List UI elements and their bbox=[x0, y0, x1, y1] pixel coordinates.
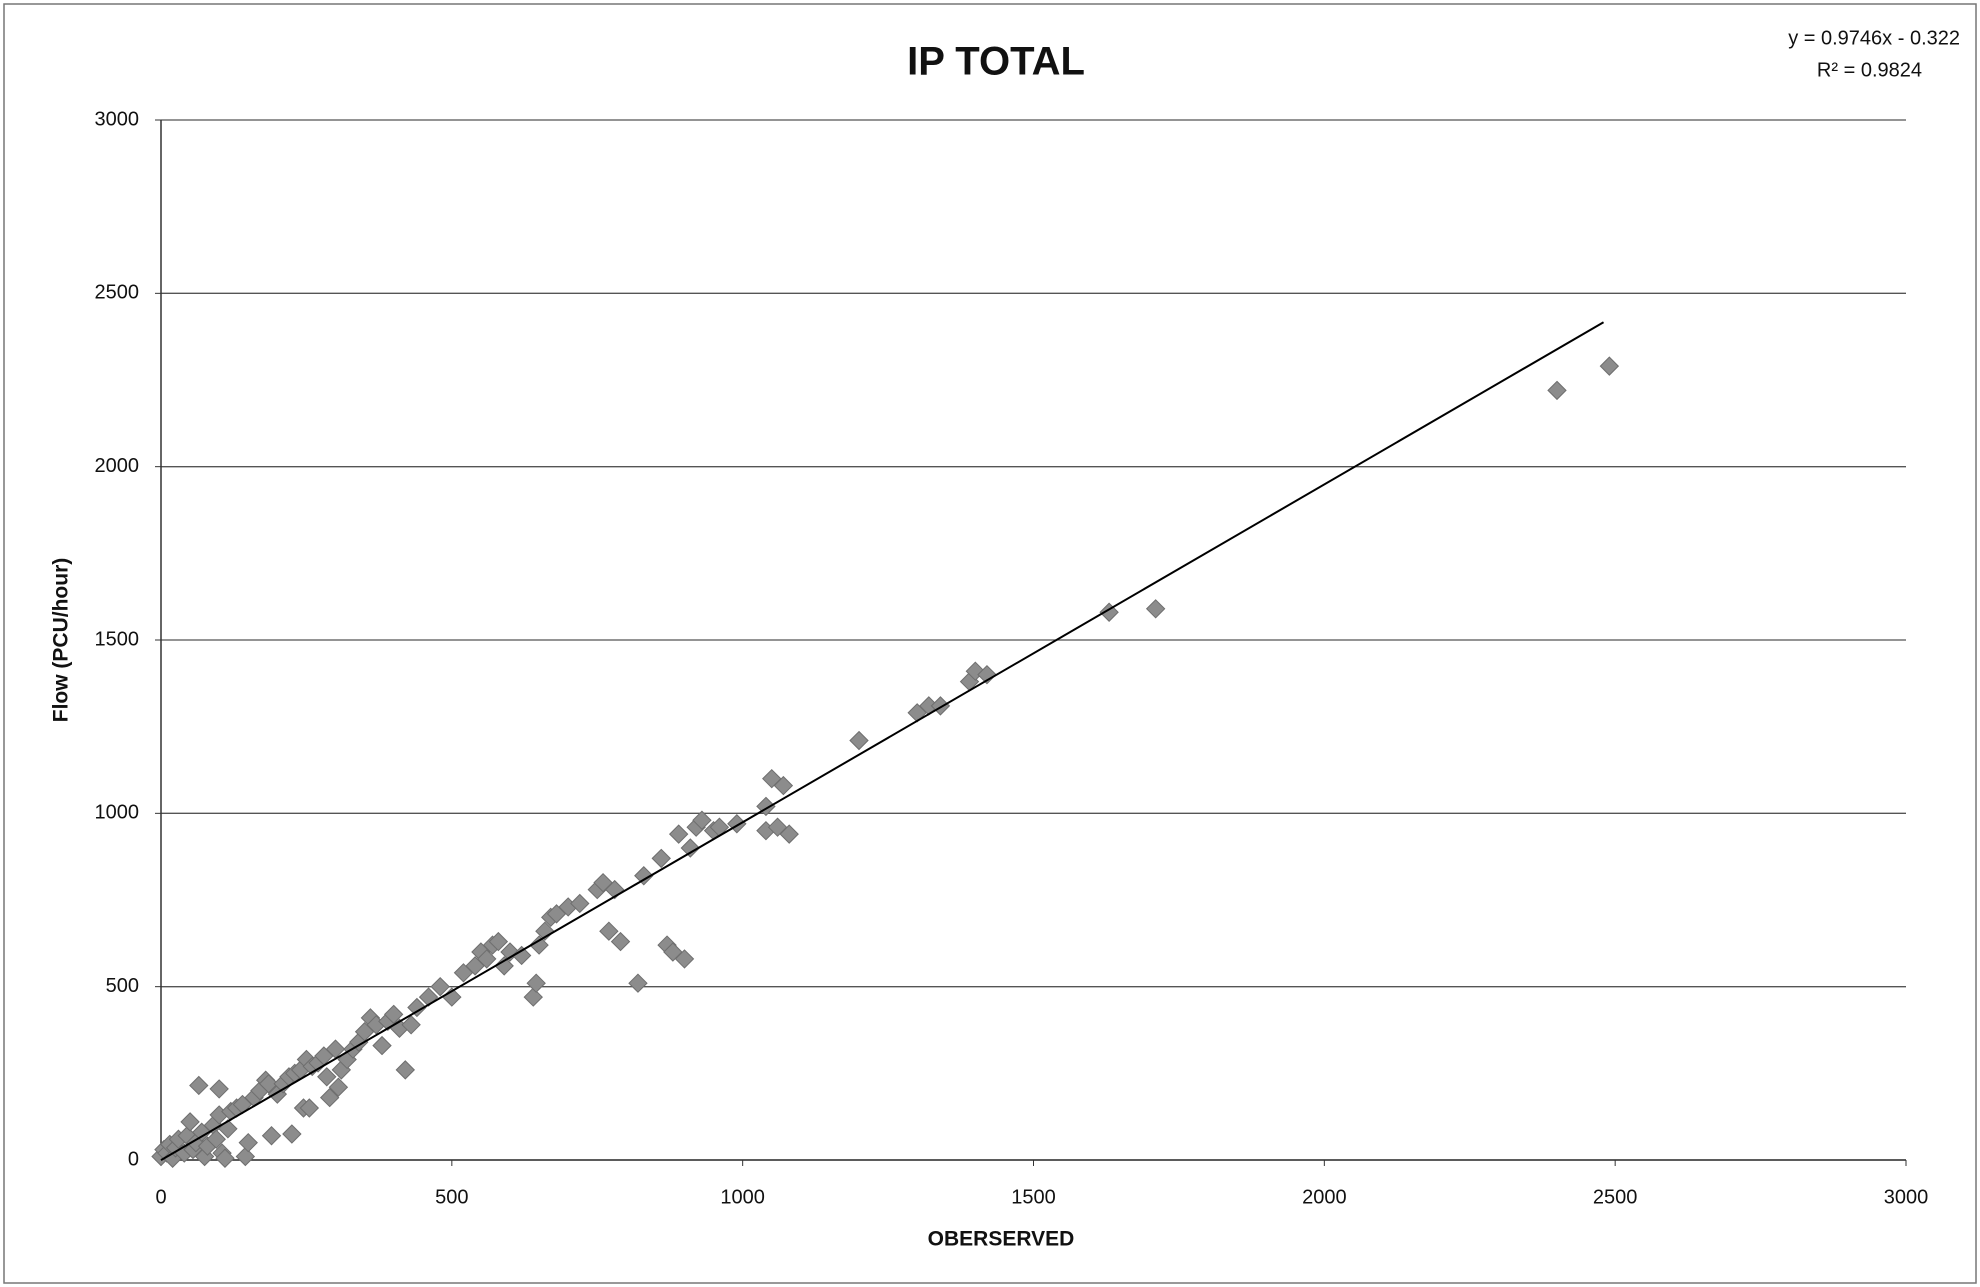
point bbox=[651, 848, 671, 869]
trendline-r2: R² = 0.9824 bbox=[1817, 59, 1922, 81]
point bbox=[535, 921, 555, 941]
point bbox=[511, 945, 532, 966]
x-axis-label: OBERSERVED bbox=[928, 1228, 1075, 1251]
x-tick-label: 0 bbox=[155, 1186, 166, 1208]
point bbox=[235, 1146, 256, 1167]
point bbox=[395, 1060, 416, 1080]
y-tick-label: 3000 bbox=[95, 108, 140, 130]
point bbox=[526, 973, 546, 993]
point bbox=[977, 664, 997, 685]
y-axis-label: Flow (PCU/hour) bbox=[50, 558, 73, 722]
y-tick-label: 2500 bbox=[95, 282, 140, 304]
x-tick-label: 1000 bbox=[720, 1186, 765, 1208]
x-tick-label: 3000 bbox=[1884, 1186, 1929, 1208]
y-tick-label: 0 bbox=[128, 1148, 139, 1170]
point bbox=[258, 1074, 279, 1094]
point bbox=[180, 1112, 200, 1132]
point bbox=[430, 976, 450, 997]
point bbox=[1145, 599, 1166, 619]
point bbox=[206, 1129, 226, 1149]
point bbox=[773, 775, 794, 796]
point bbox=[261, 1126, 282, 1146]
point bbox=[215, 1148, 235, 1168]
point bbox=[401, 1015, 421, 1035]
point bbox=[328, 1077, 349, 1097]
point bbox=[319, 1087, 340, 1108]
point bbox=[407, 997, 427, 1018]
y-tick-label: 1500 bbox=[95, 628, 140, 650]
trendline-equation: y = 0.9746x - 0.322 bbox=[1788, 27, 1960, 49]
x-tick-label: 500 bbox=[435, 1186, 468, 1208]
y-tick-label: 1000 bbox=[95, 802, 140, 824]
x-tick-label: 2000 bbox=[1302, 1186, 1347, 1208]
point bbox=[570, 893, 590, 914]
point bbox=[372, 1035, 392, 1056]
point bbox=[299, 1098, 320, 1118]
point bbox=[238, 1132, 258, 1153]
point bbox=[1599, 356, 1620, 376]
point bbox=[1547, 380, 1567, 401]
point bbox=[779, 824, 799, 844]
point bbox=[282, 1124, 302, 1144]
point bbox=[189, 1075, 209, 1096]
trendline bbox=[160, 321, 1605, 1161]
point bbox=[317, 1067, 337, 1087]
point bbox=[680, 838, 701, 858]
point bbox=[599, 921, 619, 941]
point bbox=[610, 931, 631, 952]
point bbox=[523, 987, 543, 1007]
chart-border bbox=[3, 3, 1977, 1284]
x-tick-label: 2500 bbox=[1593, 1186, 1638, 1208]
point bbox=[668, 824, 689, 844]
point bbox=[383, 1004, 404, 1025]
point bbox=[494, 956, 514, 976]
y-tick-label: 2000 bbox=[95, 455, 140, 477]
point bbox=[209, 1079, 229, 1099]
point bbox=[628, 973, 648, 993]
point bbox=[849, 730, 869, 751]
point bbox=[488, 931, 509, 952]
point bbox=[477, 949, 497, 969]
chart-title: IP TOTAL bbox=[907, 40, 1085, 84]
x-tick-label: 1500 bbox=[1011, 1186, 1056, 1208]
point bbox=[692, 810, 712, 830]
point bbox=[634, 866, 654, 886]
point bbox=[674, 949, 695, 969]
y-tick-label: 500 bbox=[106, 975, 139, 997]
point bbox=[529, 935, 549, 955]
